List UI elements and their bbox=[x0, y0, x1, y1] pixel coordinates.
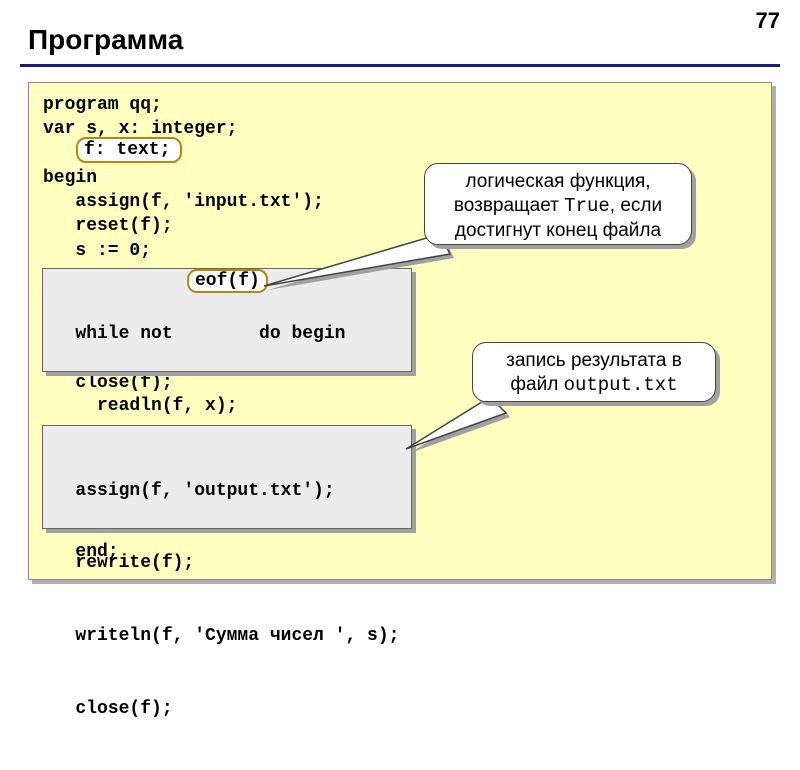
text: возвращает bbox=[454, 195, 564, 216]
highlight-eof-wrap: eof(f) bbox=[187, 271, 268, 291]
callout1-line1: логическая функция, bbox=[437, 170, 679, 194]
title-underline bbox=[20, 64, 780, 67]
highlight-ftext-wrap: f: text; bbox=[76, 140, 182, 160]
code-line: close(f); bbox=[43, 697, 411, 721]
slide-title: Программа bbox=[28, 24, 183, 56]
code-line: program qq; bbox=[43, 93, 757, 117]
callout2-line2: файл output.txt bbox=[485, 373, 703, 398]
page-number: 77 bbox=[756, 8, 780, 34]
text: , если bbox=[610, 195, 662, 216]
mono-text: True bbox=[564, 195, 610, 217]
code-line: rewrite(f); bbox=[43, 551, 411, 575]
text: файл bbox=[510, 374, 563, 395]
code-line: while not do begin bbox=[43, 322, 411, 346]
callout1-line2: возвращает True, если bbox=[437, 194, 679, 219]
code-line: assign(f, 'output.txt'); bbox=[43, 479, 411, 503]
inset-box: assign(f, 'output.txt'); rewrite(f); wri… bbox=[42, 425, 412, 529]
callout2-wrap: запись результата в файл output.txt bbox=[472, 342, 716, 402]
callout2-line1: запись результата в bbox=[485, 349, 703, 373]
mono-text: output.txt bbox=[564, 374, 678, 396]
callout1: логическая функция, возвращает True, есл… bbox=[424, 163, 692, 245]
callout1-wrap: логическая функция, возвращает True, есл… bbox=[424, 163, 692, 245]
code-line: readln(f, x); bbox=[43, 394, 411, 418]
callout1-line3: достигнут конец файла bbox=[437, 219, 679, 243]
callout2: запись результата в файл output.txt bbox=[472, 342, 716, 402]
code-line: writeln(f, 'Сумма чисел ', s); bbox=[43, 624, 411, 648]
highlight-eof: eof(f) bbox=[187, 269, 268, 293]
inset-output: assign(f, 'output.txt'); rewrite(f); wri… bbox=[42, 425, 412, 529]
highlight-ftext: f: text; bbox=[76, 137, 182, 163]
